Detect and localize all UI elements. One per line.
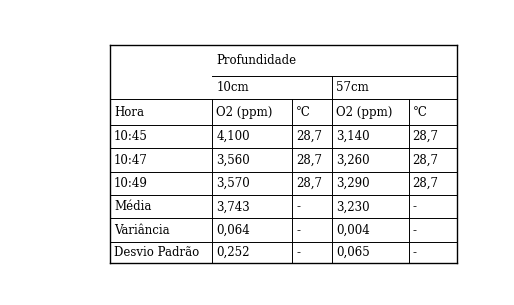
Text: 28,7: 28,7 <box>413 130 438 143</box>
Text: °C: °C <box>297 106 311 119</box>
Text: Profundidade: Profundidade <box>216 54 297 67</box>
Text: 0,064: 0,064 <box>216 224 250 237</box>
Text: -: - <box>413 224 416 237</box>
Text: O2 (ppm): O2 (ppm) <box>216 106 272 119</box>
Text: -: - <box>413 246 416 259</box>
Text: Hora: Hora <box>114 106 144 119</box>
Text: Desvio Padrão: Desvio Padrão <box>114 246 199 259</box>
Text: 10cm: 10cm <box>216 81 249 94</box>
Text: Variância: Variância <box>114 224 170 237</box>
Text: 3,230: 3,230 <box>336 200 370 213</box>
Text: °C: °C <box>413 106 428 119</box>
Text: 0,252: 0,252 <box>216 246 250 259</box>
Text: 28,7: 28,7 <box>413 153 438 167</box>
Text: 28,7: 28,7 <box>297 153 322 167</box>
Text: O2 (ppm): O2 (ppm) <box>336 106 393 119</box>
Text: 28,7: 28,7 <box>413 177 438 190</box>
Text: 10:45: 10:45 <box>114 130 148 143</box>
Text: 3,560: 3,560 <box>216 153 250 167</box>
Text: Média: Média <box>114 200 152 213</box>
Text: 3,260: 3,260 <box>336 153 370 167</box>
Text: 10:49: 10:49 <box>114 177 148 190</box>
Text: 57cm: 57cm <box>336 81 369 94</box>
Text: 4,100: 4,100 <box>216 130 250 143</box>
Text: 0,004: 0,004 <box>336 224 370 237</box>
Text: -: - <box>297 224 300 237</box>
Text: 3,570: 3,570 <box>216 177 250 190</box>
Text: -: - <box>297 200 300 213</box>
Text: -: - <box>297 246 300 259</box>
Text: 28,7: 28,7 <box>297 130 322 143</box>
Text: -: - <box>413 200 416 213</box>
Text: 3,290: 3,290 <box>336 177 370 190</box>
Text: 28,7: 28,7 <box>297 177 322 190</box>
Text: 10:47: 10:47 <box>114 153 148 167</box>
Text: 3,743: 3,743 <box>216 200 250 213</box>
Text: 0,065: 0,065 <box>336 246 370 259</box>
Text: 3,140: 3,140 <box>336 130 370 143</box>
